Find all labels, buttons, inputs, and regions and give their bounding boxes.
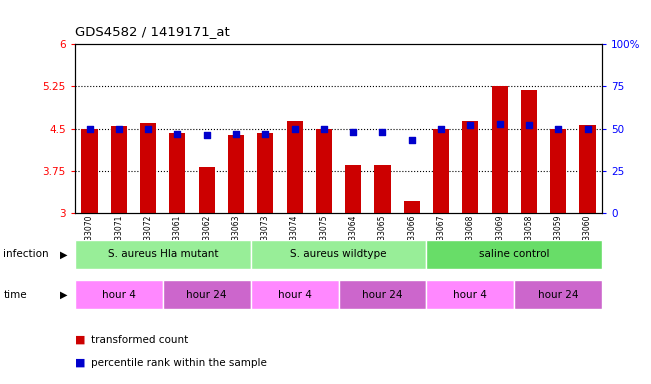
Point (348, 129, 358, 135)
Bar (426, 240, 602, 269)
Bar (462, 121, 478, 213)
Bar (345, 165, 361, 213)
Bar (433, 129, 449, 213)
Bar (169, 132, 186, 213)
Text: ▶: ▶ (60, 249, 68, 260)
Point (143, 126, 154, 132)
Text: hour 4: hour 4 (102, 290, 136, 300)
Point (406, 137, 417, 144)
Text: ▶: ▶ (60, 290, 68, 300)
Text: hour 24: hour 24 (538, 290, 579, 300)
Bar (521, 90, 537, 213)
Point (583, 126, 593, 132)
Text: hour 4: hour 4 (277, 290, 312, 300)
Bar (199, 167, 215, 213)
Bar (339, 280, 426, 309)
Point (231, 131, 242, 137)
Text: time: time (3, 290, 27, 300)
Bar (228, 136, 244, 213)
Point (260, 131, 271, 137)
Point (173, 131, 183, 137)
Bar (404, 201, 420, 213)
Bar (75, 280, 163, 309)
Bar (426, 280, 514, 309)
Bar (140, 123, 156, 213)
Point (436, 126, 447, 132)
Point (495, 121, 505, 127)
Point (553, 126, 564, 132)
Text: ■: ■ (75, 358, 85, 368)
Point (465, 122, 476, 128)
Bar (257, 132, 273, 213)
Bar (251, 280, 339, 309)
Text: S. aureus wildtype: S. aureus wildtype (290, 249, 387, 260)
Point (202, 132, 212, 139)
Point (85, 126, 95, 132)
Point (523, 122, 534, 128)
Bar (81, 129, 98, 213)
Bar (75, 240, 251, 269)
Point (378, 129, 388, 135)
Text: GDS4582 / 1419171_at: GDS4582 / 1419171_at (75, 25, 230, 38)
Text: saline control: saline control (479, 249, 549, 260)
Bar (163, 280, 251, 309)
Bar (111, 126, 127, 213)
Text: hour 4: hour 4 (453, 290, 488, 300)
Bar (514, 280, 602, 309)
Bar (550, 129, 566, 213)
Point (319, 126, 329, 132)
Bar (316, 129, 332, 213)
Point (289, 126, 299, 132)
Bar (492, 86, 508, 213)
Bar (374, 165, 391, 213)
Text: ■: ■ (75, 335, 85, 345)
Text: infection: infection (3, 249, 49, 260)
Text: S. aureus Hla mutant: S. aureus Hla mutant (107, 249, 218, 260)
Point (114, 126, 124, 132)
Text: transformed count: transformed count (91, 335, 188, 345)
Bar (286, 121, 303, 213)
Bar (251, 240, 426, 269)
Text: percentile rank within the sample: percentile rank within the sample (91, 358, 267, 368)
Text: hour 24: hour 24 (362, 290, 403, 300)
Bar (579, 125, 596, 213)
Text: hour 24: hour 24 (186, 290, 227, 300)
